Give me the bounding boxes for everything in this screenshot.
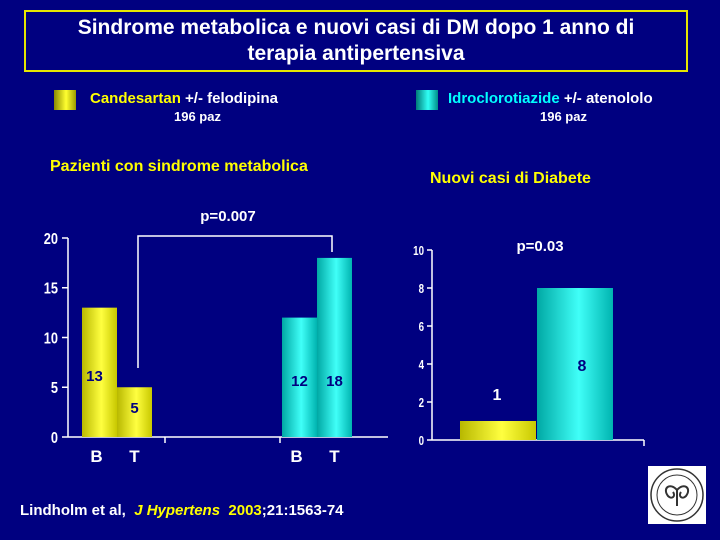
legend-drug: Candesartan (90, 90, 181, 107)
chart1-bar (317, 257, 352, 437)
slide-title: Sindrome metabolica e nuovi casi di DM d… (77, 16, 635, 65)
legend-swatch-candesartan (54, 90, 76, 110)
chart1-x-tick-label: B (290, 447, 302, 466)
chart1-y-tick-label: 0 (51, 430, 58, 448)
chart1-bar (82, 307, 117, 437)
legend-drug: Idroclorotiazide (448, 90, 560, 107)
university-seal-icon (648, 466, 706, 524)
chart1-x-tick-label: T (329, 447, 340, 466)
chart1-p-value: p=0.007 (200, 208, 255, 225)
chart1-bar (117, 387, 152, 437)
citation-authors: Lindholm et al, (20, 502, 126, 519)
slide-title-box: Sindrome metabolica e nuovi casi di DM d… (24, 10, 688, 72)
chart1-x-tick-label: B (90, 447, 102, 466)
chart2-bar (537, 288, 613, 440)
legend-swatch-idroclorotiazide (416, 90, 438, 110)
chart2-y-tick-label: 0 (419, 435, 424, 449)
citation: Lindholm et al, J Hypertens 2003;21:1563… (20, 502, 344, 519)
chart2-title: Nuovi casi di Diabete (430, 170, 591, 187)
chart1-data-label: 5 (130, 400, 138, 417)
legend-label-idroclorotiazide: Idroclorotiazide +/- atenololo (448, 90, 653, 107)
chart1-data-label: 13 (86, 368, 103, 385)
chart2-y-tick-label: 6 (419, 321, 424, 335)
legend-n-candesartan: 196 paz (174, 109, 221, 124)
citation-journal: J Hypertens (134, 502, 221, 519)
legend-n-idroclorotiazide: 196 paz (540, 109, 587, 124)
chart1-y-tick-label: 15 (44, 280, 58, 298)
chart1-significance-bracket (137, 235, 333, 368)
chart2-data-label: 1 (493, 387, 502, 404)
chart2-y-tick-label: 10 (413, 245, 424, 259)
chart1-x-tick-label: T (129, 447, 140, 466)
chart1-y-tick-label: 20 (44, 231, 58, 249)
citation-year: 2003 (228, 502, 262, 519)
chart2-p-value: p=0.03 (516, 238, 563, 255)
chart2-y-tick-label: 4 (419, 359, 425, 373)
chart2-data-label: 8 (578, 358, 587, 375)
legend-label-candesartan: Candesartan +/- felodipina (90, 90, 278, 107)
chart1-data-label: 18 (326, 373, 343, 390)
legend-rest: +/- atenololo (559, 90, 653, 107)
chart2-y-tick-label: 8 (419, 283, 425, 297)
chart1-bar (282, 317, 317, 437)
chart1-data-label: 12 (291, 373, 308, 390)
chart2-y-tick-label: 2 (419, 397, 424, 411)
chart1-y-tick-label: 5 (51, 380, 58, 398)
chart1-title: Pazienti con sindrome metabolica (50, 158, 308, 175)
chart2-bar (460, 421, 536, 440)
legend-rest: +/- felodipina (180, 90, 278, 107)
citation-rest: ;21:1563-74 (261, 502, 344, 519)
chart1-y-tick-label: 10 (44, 330, 58, 348)
